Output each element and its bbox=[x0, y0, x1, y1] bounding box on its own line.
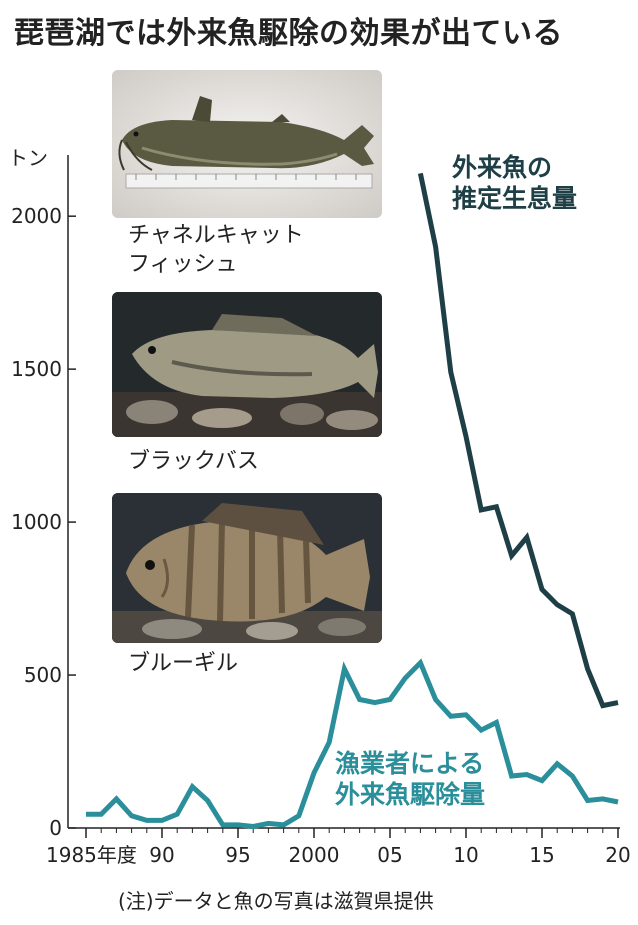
series-label-removed: 漁業者による 外来魚駆除量 bbox=[335, 749, 486, 810]
series-line-removed bbox=[86, 658, 619, 830]
channel-catfish-photo bbox=[112, 70, 382, 218]
y-tick-label: 1000 bbox=[11, 510, 62, 534]
x-tick-label: 95 bbox=[225, 843, 250, 867]
x-tick-label: 05 bbox=[377, 843, 402, 867]
y-tick-label: 0 bbox=[49, 816, 62, 840]
y-tick-label: 500 bbox=[24, 663, 62, 687]
chart-title: 琵琶湖では外来魚駆除の効果が出ている bbox=[14, 16, 563, 51]
series-line-estimated bbox=[417, 172, 619, 709]
x-tick-label: 10 bbox=[453, 843, 478, 867]
source-note: (注)データと魚の写真は滋賀県提供 bbox=[118, 889, 434, 913]
series-label-estimated: 外来魚の 推定生息量 bbox=[452, 153, 578, 214]
chart-axes: トン 0 500 1000 1500 2000 1985年度 90 95 2000 05 10 15 20 bbox=[8, 146, 631, 867]
chart-series bbox=[86, 172, 619, 830]
bluegill-caption: ブルーギル bbox=[128, 651, 239, 676]
x-tick-label: 20 bbox=[605, 843, 630, 867]
x-tick-label: 1985年度 bbox=[46, 843, 137, 867]
y-tick-label: 2000 bbox=[11, 204, 62, 228]
black-bass-caption: ブラックバス bbox=[128, 449, 259, 474]
black-bass-photo bbox=[112, 292, 382, 437]
x-tick-label: 90 bbox=[149, 843, 174, 867]
y-tick-label: 1500 bbox=[11, 357, 62, 381]
x-tick-label: 15 bbox=[529, 843, 554, 867]
channel-catfish-caption: チャネルキャット フィッシュ bbox=[128, 223, 304, 277]
x-tick-label: 2000 bbox=[289, 843, 340, 867]
bluegill-photo bbox=[112, 493, 382, 643]
y-axis-unit-label: トン bbox=[8, 146, 48, 170]
